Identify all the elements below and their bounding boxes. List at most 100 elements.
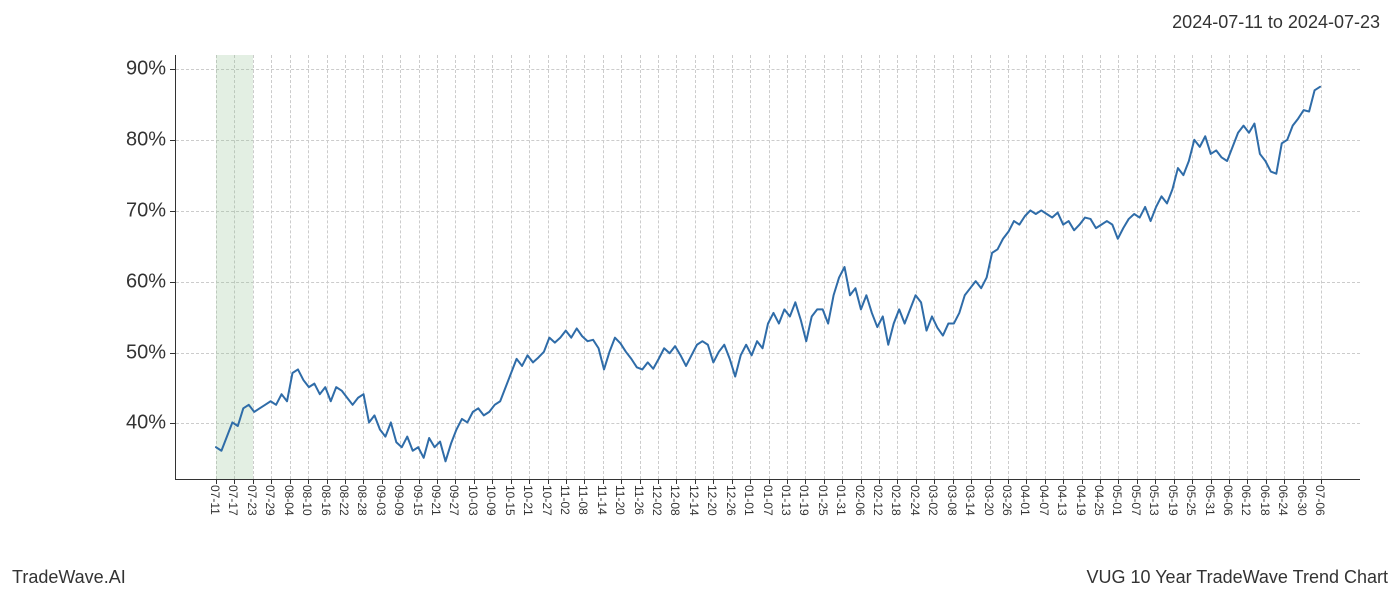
- x-tick: [290, 479, 291, 484]
- x-tick: [1063, 479, 1064, 484]
- y-axis-label: 90%: [126, 58, 176, 81]
- x-tick: [584, 479, 585, 484]
- x-axis-label: 11-26: [632, 485, 646, 515]
- x-axis-label: 11-02: [558, 485, 572, 515]
- x-tick: [1026, 479, 1027, 484]
- x-tick: [1229, 479, 1230, 484]
- x-axis-label: 06-30: [1295, 485, 1309, 516]
- x-axis-label: 01-31: [834, 485, 848, 516]
- x-axis-label: 02-18: [889, 485, 903, 516]
- x-axis-label: 06-24: [1276, 485, 1290, 516]
- x-tick: [916, 479, 917, 484]
- x-tick: [548, 479, 549, 484]
- x-axis-label: 03-08: [945, 485, 959, 516]
- x-tick: [1118, 479, 1119, 484]
- x-tick: [1045, 479, 1046, 484]
- x-axis-label: 08-16: [319, 485, 333, 516]
- x-tick: [437, 479, 438, 484]
- x-axis-label: 03-26: [1000, 485, 1014, 516]
- x-axis-label: 04-07: [1037, 485, 1051, 516]
- x-tick: [787, 479, 788, 484]
- x-axis-label: 04-19: [1074, 485, 1088, 516]
- x-axis-label: 10-27: [540, 485, 554, 516]
- x-tick: [1303, 479, 1304, 484]
- x-tick: [234, 479, 235, 484]
- x-axis-label: 01-13: [779, 485, 793, 516]
- x-axis-label: 07-11: [208, 485, 222, 515]
- x-axis-label: 01-07: [761, 485, 775, 516]
- x-tick: [566, 479, 567, 484]
- x-axis-label: 09-15: [411, 485, 425, 516]
- x-tick: [750, 479, 751, 484]
- x-axis-label: 12-02: [650, 485, 664, 516]
- x-axis-label: 01-19: [797, 485, 811, 516]
- x-axis-label: 10-15: [503, 485, 517, 516]
- x-axis-label: 08-10: [300, 485, 314, 516]
- x-tick: [345, 479, 346, 484]
- x-tick: [603, 479, 604, 484]
- x-tick: [1266, 479, 1267, 484]
- x-axis-label: 12-14: [687, 485, 701, 516]
- x-axis-label: 12-26: [724, 485, 738, 516]
- x-tick: [1321, 479, 1322, 484]
- x-axis-label: 09-03: [374, 485, 388, 516]
- x-tick: [1008, 479, 1009, 484]
- x-tick: [474, 479, 475, 484]
- x-axis-label: 07-17: [226, 485, 240, 516]
- x-tick: [934, 479, 935, 484]
- x-tick: [953, 479, 954, 484]
- x-tick: [382, 479, 383, 484]
- x-axis-label: 05-01: [1110, 485, 1124, 516]
- y-axis-label: 80%: [126, 129, 176, 152]
- series-line: [216, 87, 1320, 462]
- x-tick: [824, 479, 825, 484]
- x-tick: [640, 479, 641, 484]
- trend-chart: 40%50%60%70%80%90%07-1107-1707-2307-2908…: [175, 55, 1360, 480]
- x-tick: [529, 479, 530, 484]
- x-axis-label: 09-09: [392, 485, 406, 516]
- x-axis-label: 09-21: [429, 485, 443, 516]
- x-axis-label: 10-21: [521, 485, 535, 516]
- x-tick: [879, 479, 880, 484]
- x-axis-label: 08-28: [355, 485, 369, 516]
- x-axis-label: 06-06: [1221, 485, 1235, 516]
- x-tick: [253, 479, 254, 484]
- x-axis-label: 02-24: [908, 485, 922, 516]
- x-axis-label: 11-20: [613, 485, 627, 515]
- x-tick: [842, 479, 843, 484]
- x-tick: [732, 479, 733, 484]
- x-tick: [455, 479, 456, 484]
- x-tick: [1174, 479, 1175, 484]
- chart-line-svg: [176, 55, 1360, 479]
- x-tick: [400, 479, 401, 484]
- x-tick: [1247, 479, 1248, 484]
- x-axis-label: 03-02: [926, 485, 940, 516]
- x-tick: [1100, 479, 1101, 484]
- x-axis-label: 04-25: [1092, 485, 1106, 516]
- x-tick: [695, 479, 696, 484]
- x-tick: [1284, 479, 1285, 484]
- x-axis-label: 06-12: [1239, 485, 1253, 516]
- x-tick: [1137, 479, 1138, 484]
- x-axis-label: 02-06: [853, 485, 867, 516]
- x-axis-label: 09-27: [447, 485, 461, 516]
- x-axis-label: 07-23: [245, 485, 259, 516]
- x-tick: [805, 479, 806, 484]
- x-tick: [1155, 479, 1156, 484]
- x-axis-label: 05-19: [1166, 485, 1180, 516]
- x-axis-label: 07-06: [1313, 485, 1327, 516]
- x-axis-label: 11-14: [595, 485, 609, 515]
- x-tick: [897, 479, 898, 484]
- x-tick: [492, 479, 493, 484]
- x-axis-label: 05-07: [1129, 485, 1143, 516]
- x-tick: [713, 479, 714, 484]
- x-tick: [1082, 479, 1083, 484]
- x-axis-label: 11-08: [576, 485, 590, 515]
- footer-title: VUG 10 Year TradeWave Trend Chart: [1087, 567, 1389, 588]
- x-tick: [363, 479, 364, 484]
- x-axis-label: 05-25: [1184, 485, 1198, 516]
- x-axis-label: 02-12: [871, 485, 885, 516]
- x-axis-label: 12-08: [668, 485, 682, 516]
- x-axis-label: 07-29: [263, 485, 277, 516]
- y-axis-label: 40%: [126, 412, 176, 435]
